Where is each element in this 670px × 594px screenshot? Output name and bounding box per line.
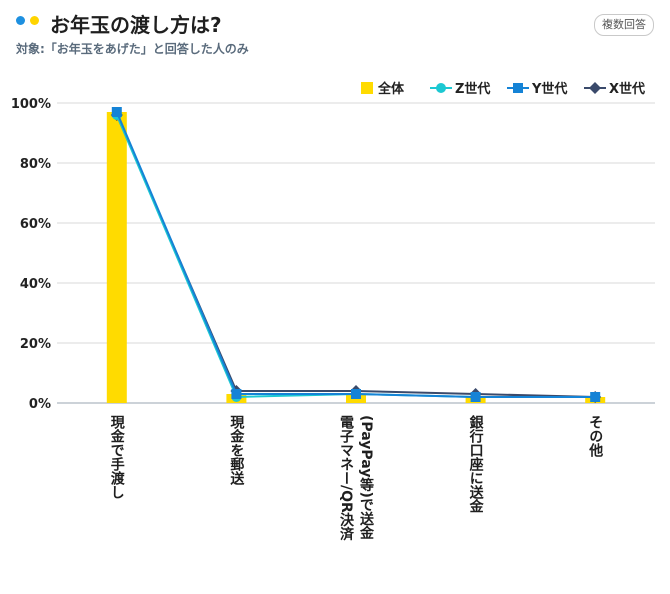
x-tick-label: 現金で手渡し (109, 415, 126, 499)
y-tick-label: 40% (20, 277, 51, 292)
point-square (111, 107, 122, 117)
series-diamond-group (110, 109, 602, 403)
chart-subtitle: 対象:「お年玉をあげた」と回答した人のみ (16, 42, 249, 56)
x-axis-labels: 現金で手渡し 現金を郵送 電子マネー/QR決済 (PayPay等)で送金 銀行口座に送金… (109, 414, 604, 542)
legend-label: Y世代 (531, 81, 567, 97)
legend-swatch (361, 82, 373, 94)
legend-marker (436, 83, 446, 93)
legend-item-circle: Z世代 (430, 81, 490, 97)
point-square (590, 392, 601, 402)
series-line (115, 114, 596, 399)
category-label-0: 現金で手渡し (109, 415, 126, 499)
blue-dot-icon (16, 16, 25, 25)
x-tick-label: 電子マネー/QR決済 (338, 414, 354, 542)
x-tick-label: (PayPay等)で送金 (358, 415, 375, 540)
category-label-2: 電子マネー/QR決済 (PayPay等)で送金 (338, 414, 375, 542)
multiple-answer-badge: 複数回答 (594, 14, 654, 36)
legend-marker (589, 82, 601, 94)
legend-marker (513, 83, 523, 93)
yellow-dot-icon (30, 16, 39, 25)
chart-header: お年玉の渡し方は? 対象:「お年玉をあげた」と回答した人のみ 複数回答 (0, 0, 670, 64)
y-tick-label: 100% (11, 97, 51, 112)
x-tick-label: その他 (587, 415, 604, 458)
x-tick-label: 銀行口座に送金 (468, 414, 485, 513)
y-tick-label: 80% (20, 157, 51, 172)
grid-lines (57, 102, 655, 404)
legend-item-diamond: X世代 (584, 81, 645, 97)
legend-item-bar: 全体 (361, 81, 405, 97)
legend-label: 全体 (377, 81, 405, 97)
series-circle-group (111, 110, 601, 402)
legend: 全体 Z世代 Y世代 X世代 (361, 81, 645, 97)
y-axis: 0% 20% 40% 60% 80% 100% (11, 97, 51, 412)
legend-label: X世代 (609, 81, 645, 97)
series-line (115, 114, 596, 398)
point-square (351, 389, 361, 399)
point-square (231, 389, 242, 399)
y-tick-label: 0% (29, 397, 51, 412)
legend-item-square: Y世代 (507, 81, 567, 97)
point-square (470, 392, 481, 402)
x-tick-label: 現金を郵送 (228, 415, 245, 486)
legend-label: Z世代 (455, 81, 490, 97)
chart-title: お年玉の渡し方は? (50, 13, 222, 37)
series-square-group (111, 107, 601, 402)
category-label-1: 現金を郵送 (228, 415, 245, 486)
series-line (115, 111, 596, 398)
line-series (110, 107, 602, 403)
y-tick-label: 20% (20, 337, 51, 352)
category-label-3: 銀行口座に送金 (468, 414, 485, 513)
category-label-4: その他 (587, 415, 604, 458)
y-tick-label: 60% (20, 217, 51, 232)
bar-series (106, 112, 606, 403)
bar-0 (106, 112, 127, 403)
